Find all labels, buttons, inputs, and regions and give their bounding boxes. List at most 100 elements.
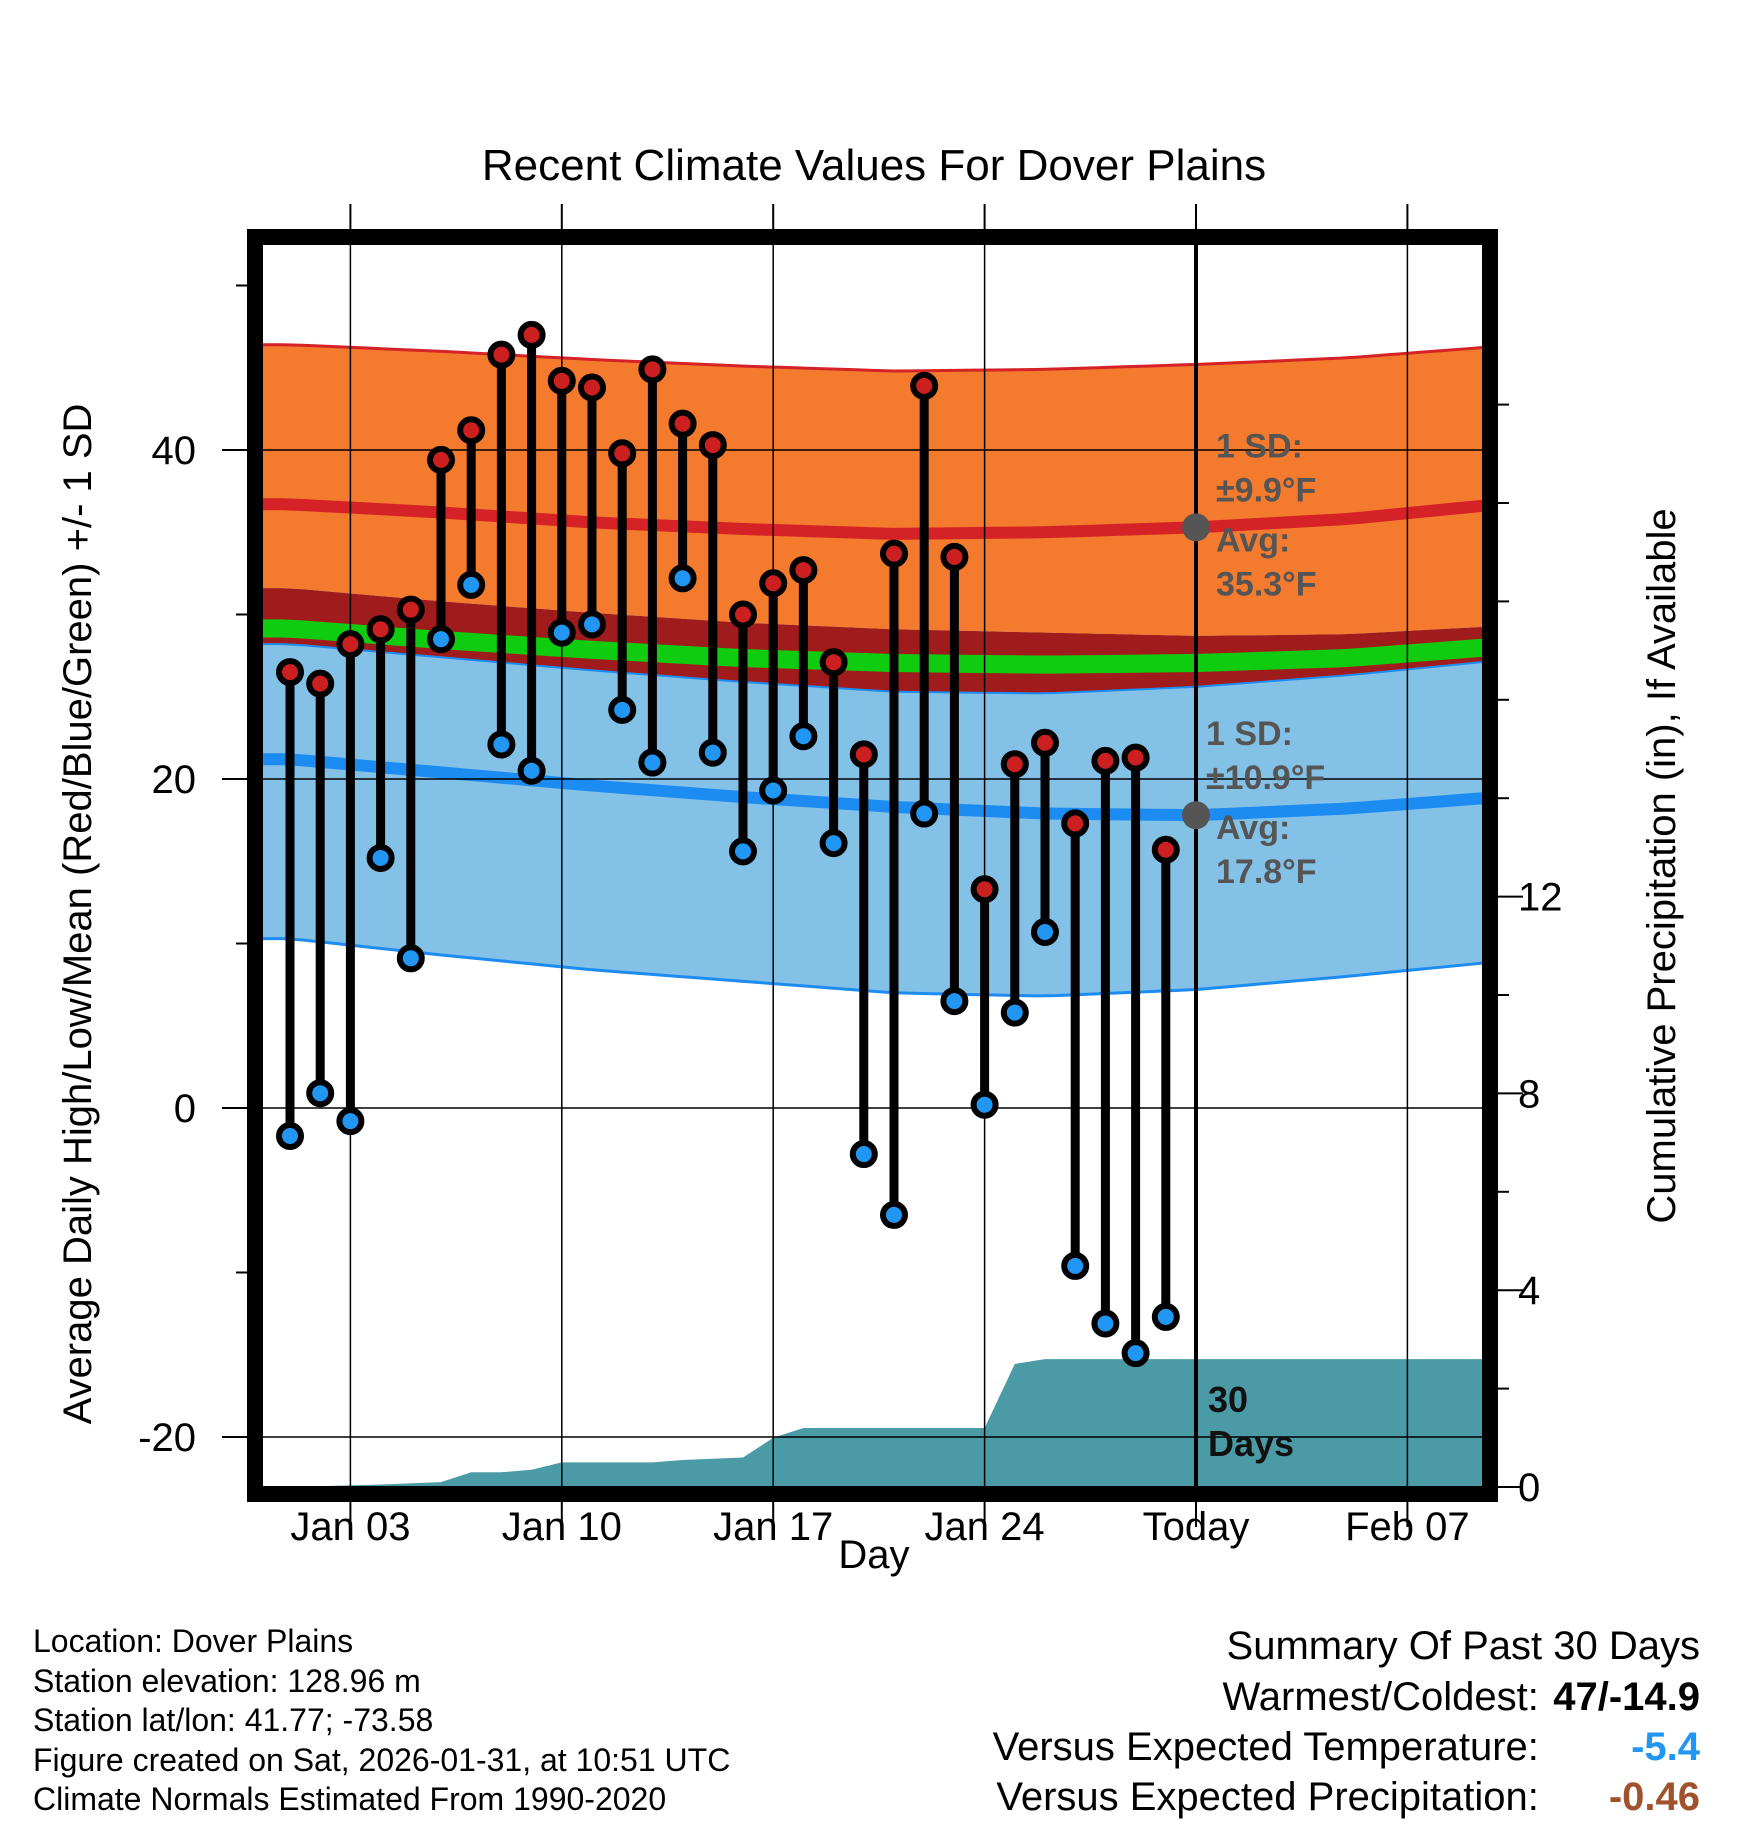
daily-high-point [759, 569, 788, 598]
daily-high-point [396, 595, 425, 624]
avg-value: 17.8°F [1216, 853, 1317, 891]
daily-low-point [1061, 1251, 1090, 1280]
daily-low-point [487, 730, 516, 759]
daily-low-point [578, 610, 606, 639]
normals-text: Climate Normals Estimated From 1990-2020 [33, 1781, 667, 1817]
daily-low-point [1031, 917, 1059, 946]
mean-normal-band [262, 619, 1483, 674]
daily-low-point [517, 756, 546, 785]
daily-low-point [396, 944, 425, 973]
daily-high-point [1061, 809, 1090, 838]
daily-low-point [1151, 1302, 1180, 1331]
daily-low-point [427, 625, 455, 654]
daily-low-point [698, 738, 727, 767]
daily-high-point [547, 366, 576, 395]
daily-high-point [517, 320, 546, 349]
daily-high-point [336, 630, 365, 659]
daily-high-point [668, 409, 697, 438]
daily-high-point [487, 340, 516, 369]
latlon-text: Station lat/lon: 41.77; -73.58 [33, 1702, 434, 1738]
sd-label: 1 SD: [1206, 715, 1293, 753]
daily-low-point [1091, 1309, 1120, 1338]
y-tick-label: 0 [174, 1087, 196, 1131]
daily-high-point [306, 669, 335, 698]
daily-high-point [698, 431, 727, 460]
daily-low-point [880, 1200, 908, 1229]
daily-high-point [880, 539, 908, 568]
daily-low-point [276, 1121, 304, 1150]
today-days-label: Days [1208, 1423, 1294, 1464]
daily-high-point [940, 542, 969, 571]
warmest-row: Warmest/Coldest: 47/-14.9 [993, 1672, 1701, 1722]
x-tick-label: Feb 07 [1345, 1505, 1470, 1549]
sd-value: ±10.9°F [1206, 759, 1325, 797]
today-days-count: 30 [1208, 1379, 1248, 1420]
daily-low-point [910, 799, 939, 828]
location-text: Location: Dover Plains [33, 1623, 354, 1659]
low-sd-band [262, 644, 1483, 996]
station-info: Location: Dover Plains Station elevation… [33, 1622, 730, 1820]
x-axis-label: Day [838, 1533, 909, 1577]
daily-high-point [366, 615, 395, 644]
y2-tick-label: 4 [1518, 1269, 1540, 1313]
precip-label: Versus Expected Precipitation: [996, 1775, 1539, 1819]
normal-average-dot [1182, 513, 1210, 542]
daily-high-point [1000, 750, 1029, 779]
climate-chart: Recent Climate Values For Dover Plains 3… [56, 141, 1684, 1577]
precip-row: Versus Expected Precipitation: -0.46 [993, 1772, 1700, 1822]
daily-high-point [578, 373, 606, 402]
daily-low-point [638, 748, 667, 777]
daily-low-point [608, 695, 637, 724]
y2-axis-label: Cumulative Precipitation (in), If Availa… [1640, 508, 1684, 1223]
daily-low-point [819, 829, 848, 858]
plot-frame [247, 229, 1498, 1502]
y-axis-label: Average Daily High/Low/Mean (Red/Blue/Gr… [56, 404, 100, 1425]
temp-label: Versus Expected Temperature: [992, 1725, 1539, 1769]
axes: -20 0 20 40 0 4 8 12 Jan 03 Jan 10 Jan 17 Jan 24 Tod… [138, 204, 1563, 1549]
x-tick-label: Jan 17 [713, 1505, 833, 1549]
precip-value: -0.46 [1608, 1775, 1700, 1819]
y2-tick-label: 8 [1518, 1072, 1540, 1116]
daily-high-point [789, 556, 818, 585]
high-upper-line [262, 343, 1484, 373]
y-tick-label: 40 [152, 429, 197, 473]
precipitation-fill [290, 1359, 1483, 1487]
x-tick-label: Jan 10 [502, 1505, 622, 1549]
daily-low-point [1000, 998, 1029, 1027]
x-tick-label: Jan 03 [290, 1505, 410, 1549]
avg-label: Avg: [1216, 521, 1290, 559]
high-average-line [262, 498, 1484, 540]
low-upper-line [262, 643, 1484, 695]
x-tick-label: Jan 24 [925, 1505, 1045, 1549]
temp-value: -5.4 [1631, 1725, 1700, 1769]
high-sd-band [262, 344, 1483, 636]
low-lower-line [262, 937, 1484, 998]
normal-bands [262, 343, 1484, 998]
sd-value: ±9.9°F [1216, 471, 1316, 509]
daily-high-point [276, 658, 304, 687]
daily-low-point [306, 1079, 335, 1108]
daily-low-point [1121, 1339, 1150, 1368]
daily-range-stems [285, 334, 1171, 1354]
normal-average-dot [1182, 801, 1210, 830]
daily-high-point [849, 740, 878, 769]
precipitation-area [290, 1359, 1483, 1487]
summary-panel: Summary Of Past 30 Days Warmest/Coldest:… [993, 1620, 1700, 1822]
daily-low-point [457, 570, 486, 599]
daily-low-point [366, 843, 395, 872]
daily-points [276, 320, 1180, 1368]
avg-label: Avg: [1216, 809, 1290, 847]
daily-high-point [457, 416, 486, 445]
daily-high-point [729, 600, 757, 629]
y-tick-label: -20 [138, 1416, 196, 1460]
normal-annotations: 1 SD: ±9.9°F Avg: 35.3°F 1 SD: ±10.9°F Avg: 17.… [1182, 427, 1325, 891]
daily-low-point [547, 618, 576, 647]
y2-tick-label: 12 [1518, 876, 1563, 920]
plot-border [247, 229, 1498, 1502]
y2-tick-label: 0 [1518, 1466, 1540, 1510]
temp-row: Versus Expected Temperature: -5.4 [993, 1722, 1700, 1772]
warmest-label: Warmest/Coldest: [1222, 1675, 1539, 1719]
daily-high-point [638, 355, 667, 384]
daily-low-point [336, 1107, 365, 1136]
chart-title: Recent Climate Values For Dover Plains [482, 141, 1266, 190]
